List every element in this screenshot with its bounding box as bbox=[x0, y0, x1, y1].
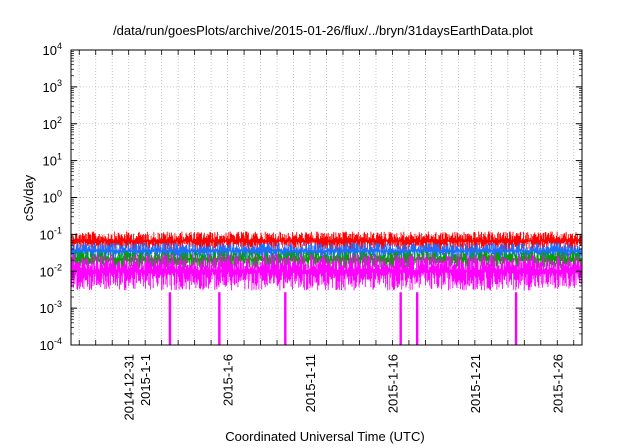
grid bbox=[71, 50, 582, 345]
series-3-dropout bbox=[399, 292, 402, 345]
axis-ticks: 10-4 10-3 10-2 10-1 100 101 102 103 104 2014-12-3… bbox=[40, 41, 582, 421]
x-axis-label: Coordinated Universal Time (UTC) bbox=[225, 429, 424, 444]
y-tick-label: 100 bbox=[43, 189, 62, 206]
series-3-dropout bbox=[168, 292, 172, 345]
y-tick-label: 10-2 bbox=[40, 262, 62, 279]
y-tick-label: 10-3 bbox=[40, 299, 62, 316]
x-tick-label: 2014-12-31 bbox=[122, 354, 137, 421]
x-tick-label: 2015-1-11 bbox=[303, 354, 318, 412]
x-tick-label: 2015-1-16 bbox=[385, 354, 400, 413]
series-0-band bbox=[71, 231, 582, 252]
x-tick-label: 2015-1-26 bbox=[550, 354, 565, 413]
series-3-dropout bbox=[284, 292, 287, 345]
y-tick-label: 10-1 bbox=[40, 225, 62, 242]
y-tick-label: 103 bbox=[43, 78, 62, 95]
x-tick-label: 2015-1-6 bbox=[221, 354, 236, 406]
series-3-band bbox=[71, 253, 582, 291]
y-tick-label: 102 bbox=[43, 115, 62, 132]
y-tick-label: 104 bbox=[43, 41, 62, 58]
series-group bbox=[71, 231, 582, 345]
series-3-dropout bbox=[415, 292, 419, 345]
y-tick-label: 101 bbox=[43, 152, 62, 169]
x-tick-label: 2015-1-21 bbox=[468, 354, 483, 413]
chart-title: /data/run/goesPlots/archive/2015-01-26/f… bbox=[113, 23, 533, 38]
series-1-band bbox=[71, 242, 582, 261]
series-3-dropout bbox=[218, 292, 221, 345]
y-tick-label: 10-4 bbox=[40, 336, 62, 353]
x-tick-label: 2015-1-1 bbox=[138, 354, 153, 406]
series-3-dropout bbox=[514, 292, 518, 345]
y-axis-label: cSv/day bbox=[21, 174, 36, 221]
